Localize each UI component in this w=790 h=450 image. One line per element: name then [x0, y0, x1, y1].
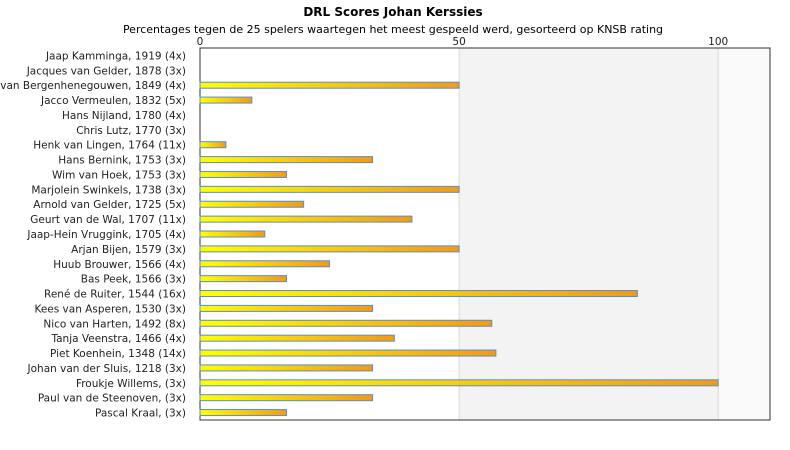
x-tick-label: 50 — [452, 36, 465, 48]
bar — [199, 81, 460, 89]
plot-band — [459, 48, 719, 420]
category-label: René de Ruiter, 1544 (16x) — [44, 289, 186, 301]
category-label: Jacco Vermeulen, 1832 (5x) — [40, 95, 186, 107]
category-label: Johan van der Sluis, 1218 (3x) — [27, 363, 186, 375]
bar — [199, 141, 227, 149]
category-label: Tanja Veenstra, 1466 (4x) — [50, 333, 186, 345]
category-label: Pascal Kraal, (3x) — [95, 408, 186, 420]
category-label: Hans Bernink, 1753 (3x) — [58, 155, 186, 167]
bar — [199, 364, 374, 372]
category-label: Wim van Hoek, 1753 (3x) — [52, 169, 186, 181]
category-label: Piet Koenhein, 1348 (14x) — [50, 348, 186, 360]
category-label: Arjan Bijen, 1579 (3x) — [71, 244, 186, 256]
bar — [199, 275, 288, 283]
plot-band — [718, 48, 770, 420]
category-label: Jacques van Gelder, 1878 (3x) — [26, 65, 186, 77]
category-label: van Bergenhenegouwen, 1849 (4x) — [0, 80, 186, 92]
bar — [199, 409, 288, 417]
x-tick-label: 0 — [197, 36, 204, 48]
category-label: Huub Brouwer, 1566 (4x) — [53, 259, 186, 271]
category-label: Kees van Asperen, 1530 (3x) — [34, 303, 186, 315]
chart-title: DRL Scores Johan Kerssies — [303, 5, 482, 19]
bar — [199, 156, 374, 164]
chart-subtitle: Percentages tegen de 25 spelers waartege… — [123, 23, 663, 36]
category-label: Jaap-Hein Vruggink, 1705 (4x) — [26, 229, 186, 241]
bar — [199, 215, 413, 223]
bar — [199, 200, 305, 208]
category-label: Henk van Lingen, 1764 (11x) — [33, 140, 186, 152]
category-label: Chris Lutz, 1770 (3x) — [76, 125, 186, 137]
category-label: Froukje Willems, (3x) — [76, 378, 186, 390]
bar — [199, 319, 493, 327]
bar — [199, 185, 460, 193]
plot-area: 0 50 100 Jaap Kamminga, 1919 (4x) Jacques va… — [0, 36, 771, 421]
bar — [199, 334, 395, 342]
bar — [199, 290, 638, 298]
bar — [199, 260, 331, 268]
bar — [199, 230, 266, 238]
category-label: Arnold van Gelder, 1725 (5x) — [33, 199, 186, 211]
category-label: Nico van Harten, 1492 (8x) — [43, 318, 186, 330]
bar — [199, 245, 460, 253]
bar — [199, 394, 374, 402]
x-tick-label: 100 — [708, 36, 728, 48]
category-label: Bas Peek, 1566 (3x) — [81, 274, 186, 286]
category-label: Geurt van de Wal, 1707 (11x) — [30, 214, 186, 226]
bar — [199, 96, 253, 104]
category-label: Marjolein Swinkels, 1738 (3x) — [31, 184, 186, 196]
bar — [199, 349, 497, 357]
category-label: Hans Nijland, 1780 (4x) — [62, 110, 186, 122]
bar — [199, 170, 288, 178]
category-label: Jaap Kamminga, 1919 (4x) — [45, 50, 186, 62]
bar — [199, 379, 719, 387]
bar — [199, 304, 374, 312]
category-label: Paul van de Steenoven, (3x) — [38, 393, 186, 405]
